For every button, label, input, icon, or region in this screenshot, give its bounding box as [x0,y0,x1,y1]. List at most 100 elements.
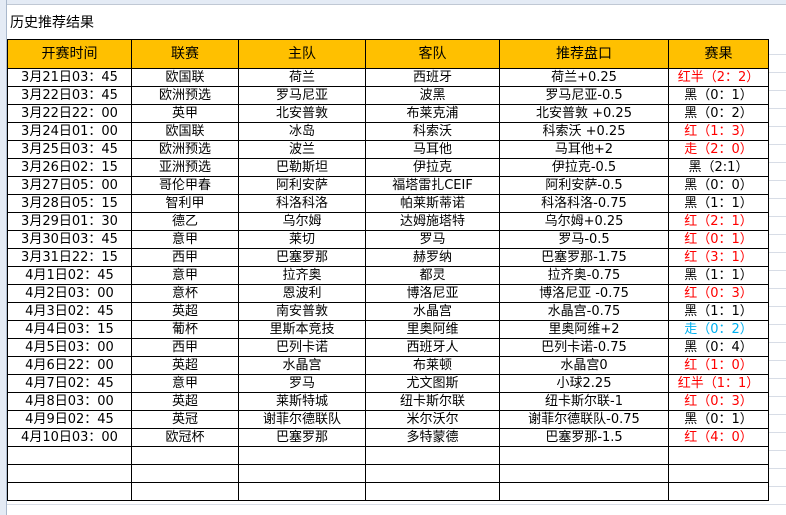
home-cell[interactable]: 波兰 [238,140,366,159]
result-cell[interactable]: 红（0：1） [668,230,769,249]
pick-cell[interactable]: 罗马尼亚-0.5 [499,86,669,105]
empty-cell[interactable] [365,464,500,483]
pick-cell[interactable]: 纽卡斯尔联-1 [499,392,669,411]
time-cell[interactable]: 3月28日05：15 [7,194,132,213]
pick-cell[interactable]: 乌尔姆+0.25 [499,212,669,231]
result-cell[interactable]: 红（0：3） [668,392,769,411]
time-cell[interactable]: 3月30日03：45 [7,230,132,249]
away-cell[interactable]: 赫罗纳 [365,248,500,267]
result-cell[interactable]: 黑（0：1） [668,86,769,105]
time-cell[interactable]: 4月2日03：00 [7,284,132,303]
pick-cell[interactable]: 荷兰+0.25 [499,68,669,87]
result-cell[interactable]: 走（2：0） [668,140,769,159]
league-cell[interactable]: 德乙 [131,212,239,231]
result-cell[interactable]: 红半（1：1） [668,374,769,393]
away-cell[interactable]: 水晶宫 [365,302,500,321]
pick-cell[interactable]: 科洛科洛-0.75 [499,194,669,213]
home-cell[interactable]: 南安普敦 [238,302,366,321]
home-cell[interactable]: 莱切 [238,230,366,249]
title-cell[interactable] [7,5,786,39]
away-cell[interactable]: 马耳他 [365,140,500,159]
away-cell[interactable]: 布莱顿 [365,356,500,375]
league-cell[interactable]: 意杯 [131,284,239,303]
time-cell[interactable]: 4月4日03：15 [7,320,132,339]
league-cell[interactable]: 西甲 [131,248,239,267]
home-cell[interactable]: 恩波利 [238,284,366,303]
pick-cell[interactable]: 巴列卡诺-0.75 [499,338,669,357]
home-cell[interactable]: 里斯本竞技 [238,320,366,339]
league-cell[interactable]: 英冠 [131,410,239,429]
home-cell[interactable]: 拉齐奥 [238,266,366,285]
pick-cell[interactable]: 谢菲尔德联队-0.75 [499,410,669,429]
pick-cell[interactable]: 水晶宫-0.75 [499,302,669,321]
time-cell[interactable]: 3月31日22：15 [7,248,132,267]
empty-cell[interactable] [668,446,769,465]
result-cell[interactable]: 黑（2:1） [668,158,769,177]
empty-cell[interactable] [131,482,239,501]
empty-cell[interactable] [238,464,366,483]
pick-cell[interactable]: 巴塞罗那-1.5 [499,428,669,447]
result-cell[interactable]: 黑（0：1） [668,410,769,429]
time-cell[interactable]: 3月22日22：00 [7,104,132,123]
league-cell[interactable]: 欧洲预选 [131,86,239,105]
pick-cell[interactable]: 小球2.25 [499,374,669,393]
home-cell[interactable]: 乌尔姆 [238,212,366,231]
league-cell[interactable]: 意甲 [131,374,239,393]
league-cell[interactable]: 英超 [131,302,239,321]
home-cell[interactable]: 巴勒斯坦 [238,158,366,177]
empty-cell[interactable] [668,482,769,501]
empty-cell[interactable] [499,446,669,465]
time-cell[interactable]: 4月1日02：45 [7,266,132,285]
time-cell[interactable]: 4月8日03：00 [7,392,132,411]
pick-cell[interactable]: 博洛尼亚 -0.75 [499,284,669,303]
pick-cell[interactable]: 罗马-0.5 [499,230,669,249]
away-cell[interactable]: 博洛尼亚 [365,284,500,303]
empty-cell[interactable] [7,446,132,465]
empty-cell[interactable] [499,464,669,483]
away-cell[interactable]: 里奥阿维 [365,320,500,339]
league-cell[interactable]: 智利甲 [131,194,239,213]
away-cell[interactable]: 罗马 [365,230,500,249]
league-cell[interactable]: 意甲 [131,230,239,249]
pick-cell[interactable]: 科索沃 +0.25 [499,122,669,141]
time-cell[interactable]: 4月3日02：45 [7,302,132,321]
time-cell[interactable]: 3月24日01：00 [7,122,132,141]
away-cell[interactable]: 纽卡斯尔联 [365,392,500,411]
time-cell[interactable]: 3月21日03：45 [7,68,132,87]
league-cell[interactable]: 西甲 [131,338,239,357]
time-cell[interactable]: 4月5日03：00 [7,338,132,357]
pick-cell[interactable]: 伊拉克-0.5 [499,158,669,177]
result-cell[interactable]: 红（2：1） [668,212,769,231]
league-cell[interactable]: 葡杯 [131,320,239,339]
away-cell[interactable]: 米尔沃尔 [365,410,500,429]
header-pick[interactable]: 推荐盘口 [499,39,669,69]
result-cell[interactable]: 黑（0：4） [668,338,769,357]
result-cell[interactable]: 走（0：2） [668,320,769,339]
header-result[interactable]: 赛果 [668,39,769,69]
empty-cell[interactable] [365,482,500,501]
home-cell[interactable]: 罗马尼亚 [238,86,366,105]
result-cell[interactable]: 黑（0：0） [668,176,769,195]
time-cell[interactable]: 3月26日02：15 [7,158,132,177]
empty-cell[interactable] [131,446,239,465]
result-cell[interactable]: 红（3：1） [668,248,769,267]
home-cell[interactable]: 水晶宫 [238,356,366,375]
empty-cell[interactable] [499,482,669,501]
away-cell[interactable]: 尤文图斯 [365,374,500,393]
home-cell[interactable]: 巴塞罗那 [238,428,366,447]
away-cell[interactable]: 达姆施塔特 [365,212,500,231]
league-cell[interactable]: 欧国联 [131,122,239,141]
empty-cell[interactable] [238,446,366,465]
home-cell[interactable]: 科洛科洛 [238,194,366,213]
home-cell[interactable]: 冰岛 [238,122,366,141]
empty-cell[interactable] [668,464,769,483]
header-league[interactable]: 联赛 [131,39,239,69]
league-cell[interactable]: 欧冠杯 [131,428,239,447]
result-cell[interactable]: 黑（0：2） [668,104,769,123]
time-cell[interactable]: 4月6日22：00 [7,356,132,375]
empty-cell[interactable] [238,482,366,501]
away-cell[interactable]: 多特蒙德 [365,428,500,447]
league-cell[interactable]: 哥伦甲春 [131,176,239,195]
time-cell[interactable]: 3月27日05：00 [7,176,132,195]
time-cell[interactable]: 4月9日02：45 [7,410,132,429]
